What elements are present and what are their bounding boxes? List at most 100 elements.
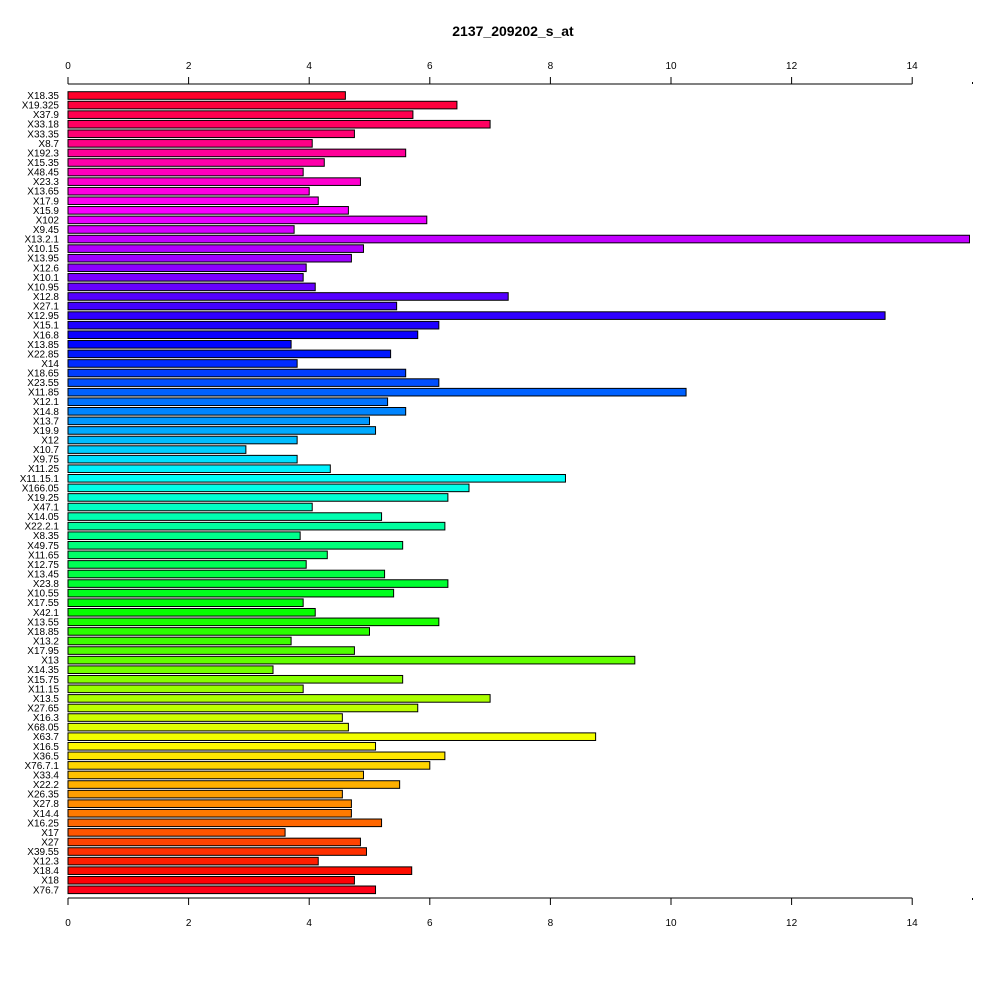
tick-label: 12 [786, 61, 798, 72]
category-label: X18.65 [27, 369, 59, 380]
category-label: X12.95 [27, 311, 59, 322]
bar [67, 282, 316, 292]
category-label: X16.25 [27, 818, 59, 829]
category-label: X22.85 [27, 349, 59, 360]
category-labels: X18.35X19.325X37.9X33.18X33.35X8.7X192.3… [20, 91, 60, 896]
category-label: X76.7 [33, 885, 60, 896]
bar [67, 799, 352, 808]
category-label: X18.4 [33, 866, 60, 877]
category-label: X14 [41, 359, 59, 370]
category-label: X192.3 [27, 148, 59, 159]
category-label: X12 [41, 436, 59, 447]
bar-series [67, 91, 970, 895]
category-label: X12.3 [33, 857, 60, 868]
category-label: X48.45 [27, 168, 59, 179]
bar [67, 828, 286, 837]
category-label: X13.5 [33, 694, 60, 705]
bar [67, 856, 319, 866]
tick-label: 12 [786, 918, 798, 929]
tick-label: 8 [548, 61, 554, 72]
bar [67, 119, 491, 129]
bar [67, 818, 383, 828]
category-label: X17.95 [27, 646, 59, 657]
bar [67, 761, 431, 770]
bar [67, 292, 509, 301]
top-x-axis: 0 2 4 6 8 10 12 14 [65, 61, 973, 85]
bar [67, 540, 404, 550]
bar [67, 512, 383, 521]
bar [67, 770, 364, 780]
bar [67, 225, 295, 234]
category-label: X13.65 [27, 187, 59, 198]
category-label: X42.1 [33, 608, 60, 619]
bar [67, 694, 491, 703]
category-label: X16.8 [33, 330, 60, 341]
tick-label: 8 [548, 918, 554, 929]
bar [67, 847, 367, 856]
category-label: X11.85 [28, 388, 59, 399]
category-label: X39.55 [27, 847, 59, 858]
bar [67, 646, 355, 655]
category-label: X18.35 [27, 91, 59, 102]
category-label: X23.55 [27, 378, 59, 389]
bar [67, 435, 298, 445]
category-label: X13 [41, 656, 59, 667]
category-label: X63.7 [33, 732, 60, 743]
category-label: X36.5 [33, 751, 60, 762]
bar [67, 253, 352, 263]
bar [67, 244, 364, 253]
bar [67, 167, 304, 177]
bar [67, 474, 566, 483]
bar [67, 330, 419, 340]
tick-label: 14 [907, 61, 919, 72]
category-label: X26.35 [27, 790, 59, 801]
bar [67, 579, 449, 588]
bar [67, 684, 304, 694]
bar [67, 502, 313, 512]
category-label: X15.75 [27, 675, 59, 686]
bar [67, 407, 407, 416]
bar [67, 636, 292, 646]
category-label: X11.15.1 [20, 474, 60, 485]
category-label: X27.65 [27, 703, 59, 714]
bar [67, 368, 407, 378]
bar [67, 196, 319, 206]
bar [67, 866, 413, 875]
category-label: X13.85 [27, 340, 59, 351]
category-label: X15.1 [33, 321, 60, 332]
bar [67, 311, 886, 320]
tick-label: 14 [907, 918, 919, 929]
category-label: X9.45 [33, 225, 60, 236]
bar [67, 569, 386, 579]
category-label: X33.18 [27, 120, 59, 131]
bar [67, 703, 419, 713]
category-label: X15.35 [27, 158, 59, 169]
tick-label: 2 [186, 918, 192, 929]
category-label: X8.7 [38, 139, 59, 150]
bar [67, 780, 401, 789]
category-label: X33.35 [27, 129, 59, 140]
tick-label: 4 [306, 61, 312, 72]
tick-label: 2 [186, 61, 192, 72]
bar [67, 206, 349, 215]
bar [67, 148, 407, 158]
category-label: X27.1 [33, 302, 60, 313]
category-label: X18 [41, 876, 59, 887]
bar [67, 751, 446, 761]
category-label: X166.05 [22, 483, 60, 494]
bar [67, 100, 458, 110]
category-label: X13.2.1 [25, 235, 60, 246]
bar [67, 186, 310, 196]
bar [67, 139, 313, 148]
tick-label: 10 [665, 918, 677, 929]
bar [67, 674, 404, 684]
bar [67, 598, 304, 608]
category-label: X14.05 [27, 512, 59, 523]
category-label: X19.9 [33, 426, 60, 437]
category-label: X22.2.1 [25, 522, 60, 533]
category-label: X13.95 [27, 254, 59, 265]
category-label: X17.55 [27, 598, 59, 609]
bar [67, 215, 428, 225]
bar [67, 607, 316, 617]
bar [67, 588, 395, 598]
